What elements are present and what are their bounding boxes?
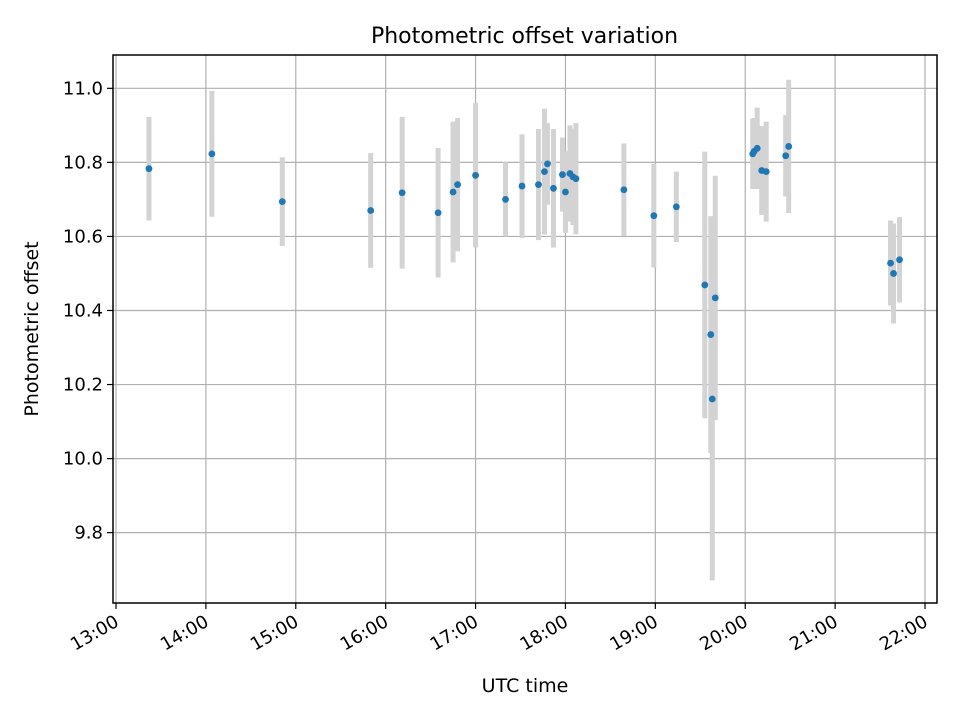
data-point — [785, 143, 793, 150]
y-tick-label: 10.2 — [63, 375, 103, 396]
data-point — [753, 144, 761, 152]
data-point — [145, 165, 153, 173]
data-point — [472, 171, 479, 179]
data-points — [145, 143, 903, 403]
data-point — [449, 188, 457, 196]
data-point — [367, 207, 375, 214]
data-point — [650, 212, 658, 220]
data-point — [620, 186, 628, 194]
data-point — [708, 395, 716, 403]
y-tick-label: 10.8 — [63, 152, 103, 173]
data-point — [535, 181, 542, 188]
plot-area-frame — [112, 54, 938, 604]
data-point — [541, 168, 548, 176]
data-point — [672, 203, 680, 211]
data-point — [454, 181, 461, 188]
data-point — [278, 198, 286, 206]
data-point — [890, 270, 897, 277]
data-point — [562, 188, 569, 196]
y-tick-label: 10.4 — [63, 300, 103, 321]
data-point — [398, 189, 406, 197]
data-point — [711, 294, 719, 302]
y-tick-label: 10.6 — [63, 226, 103, 247]
y-axis-ticks: 9.8 10.0 10.2 10.4 10.6 10.8 11.0 — [63, 78, 113, 544]
y-tick-label: 9.8 — [74, 523, 103, 544]
data-point — [550, 184, 557, 192]
data-point — [887, 259, 894, 267]
data-point — [544, 160, 551, 168]
data-point — [208, 150, 216, 158]
data-point — [782, 152, 790, 160]
grid — [113, 55, 937, 603]
data-point — [572, 175, 580, 183]
data-point — [707, 331, 715, 338]
y-tick-label: 11.0 — [63, 78, 103, 99]
x-axis-label: UTC time — [482, 675, 569, 697]
data-point — [518, 182, 526, 190]
chart-title: Photometric offset variation — [371, 24, 678, 49]
data-point — [434, 209, 442, 217]
y-tick-label: 10.0 — [63, 449, 103, 470]
data-point — [559, 171, 566, 178]
data-point — [762, 168, 770, 176]
y-axis-label: Photometric offset — [21, 241, 43, 416]
data-point — [502, 196, 509, 203]
data-point — [701, 281, 709, 289]
data-point — [896, 256, 903, 264]
